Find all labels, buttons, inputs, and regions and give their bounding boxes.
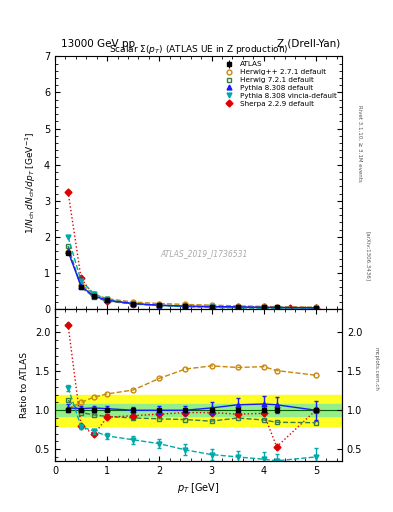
Herwig 7.2.1 default [105,298,110,304]
Herwig 7.2.1 default [314,305,318,311]
Line: Herwig 7.2.1 default: Herwig 7.2.1 default [66,244,318,310]
Herwig++ 2.7.1 default [131,299,136,305]
Herwig++ 2.7.1 default [66,249,70,255]
Herwig 7.2.1 default [131,301,136,307]
Bar [55,404,342,416]
Sherpa 2.2.9 default [209,304,214,310]
Pythia 8.308 default [314,305,318,311]
Herwig++ 2.7.1 default [209,302,214,308]
Sherpa 2.2.9 default [235,304,240,310]
Y-axis label: Ratio to ATLAS: Ratio to ATLAS [20,352,29,418]
Herwig 7.2.1 default [274,305,279,311]
Line: Sherpa 2.2.9 default: Sherpa 2.2.9 default [66,189,318,310]
Line: Herwig++ 2.7.1 default: Herwig++ 2.7.1 default [66,250,318,310]
Sherpa 2.2.9 default [79,275,83,282]
Title: Scalar $\Sigma(p_T)$ (ATLAS UE in Z production): Scalar $\Sigma(p_T)$ (ATLAS UE in Z prod… [109,43,288,56]
Herwig++ 2.7.1 default [183,302,188,308]
Line: Pythia 8.308 default: Pythia 8.308 default [66,249,318,310]
Pythia 8.308 default [157,302,162,308]
Sherpa 2.2.9 default [66,189,70,195]
Herwig 7.2.1 default [235,304,240,310]
Pythia 8.308 default [105,297,110,303]
Legend: ATLAS, Herwig++ 2.7.1 default, Herwig 7.2.1 default, Pythia 8.308 default, Pythi: ATLAS, Herwig++ 2.7.1 default, Herwig 7.… [220,60,338,108]
Herwig 7.2.1 default [79,284,83,290]
Herwig++ 2.7.1 default [261,303,266,309]
Pythia 8.308 vincia-default [131,301,136,307]
Herwig 7.2.1 default [183,303,188,309]
Herwig++ 2.7.1 default [314,304,318,310]
Pythia 8.308 vincia-default [79,278,83,284]
Pythia 8.308 default [209,304,214,310]
Text: [arXiv:1306.3436]: [arXiv:1306.3436] [365,231,371,281]
Text: mcplots.cern.ch: mcplots.cern.ch [373,347,378,391]
Herwig 7.2.1 default [66,243,70,249]
Pythia 8.308 default [66,248,70,254]
Pythia 8.308 vincia-default [105,296,110,303]
Text: Z (Drell-Yan): Z (Drell-Yan) [277,38,340,49]
Pythia 8.308 default [183,303,188,309]
Pythia 8.308 vincia-default [157,303,162,309]
Text: 13000 GeV pp: 13000 GeV pp [61,38,135,49]
Herwig++ 2.7.1 default [105,295,110,302]
Pythia 8.308 vincia-default [92,291,97,297]
Pythia 8.308 default [261,304,266,310]
Sherpa 2.2.9 default [105,297,110,304]
Herwig 7.2.1 default [157,303,162,309]
Sherpa 2.2.9 default [92,292,97,298]
Pythia 8.308 default [274,304,279,310]
Sherpa 2.2.9 default [183,303,188,309]
Herwig 7.2.1 default [261,305,266,311]
Herwig++ 2.7.1 default [157,301,162,307]
X-axis label: $p_T\;[\rm GeV]$: $p_T\;[\rm GeV]$ [177,481,220,495]
Pythia 8.308 default [131,301,136,307]
Y-axis label: $1/N_{\rm ch}\,dN_{\rm ch}/dp_T\;[\rm GeV^{-1}]$: $1/N_{\rm ch}\,dN_{\rm ch}/dp_T\;[\rm Ge… [24,132,39,234]
Pythia 8.308 vincia-default [235,305,240,311]
Sherpa 2.2.9 default [261,305,266,311]
Herwig++ 2.7.1 default [235,303,240,309]
Pythia 8.308 default [92,293,97,299]
Pythia 8.308 default [79,283,83,289]
Sherpa 2.2.9 default [287,305,292,311]
Bar [55,395,342,426]
Herwig++ 2.7.1 default [92,291,97,297]
Herwig 7.2.1 default [92,294,97,300]
Herwig++ 2.7.1 default [274,304,279,310]
Pythia 8.308 default [235,304,240,310]
Sherpa 2.2.9 default [314,305,318,311]
Sherpa 2.2.9 default [131,301,136,307]
Line: Pythia 8.308 vincia-default: Pythia 8.308 vincia-default [66,234,318,311]
Pythia 8.308 vincia-default [183,304,188,310]
Pythia 8.308 vincia-default [209,305,214,311]
Herwig++ 2.7.1 default [79,282,83,288]
Pythia 8.308 vincia-default [66,234,70,240]
Sherpa 2.2.9 default [157,302,162,308]
Text: Rivet 3.1.10, ≥ 3.1M events: Rivet 3.1.10, ≥ 3.1M events [358,105,363,182]
Pythia 8.308 vincia-default [261,305,266,311]
Text: ATLAS_2019_I1736531: ATLAS_2019_I1736531 [160,249,248,258]
Pythia 8.308 vincia-default [274,305,279,311]
Herwig 7.2.1 default [209,304,214,310]
Pythia 8.308 vincia-default [314,306,318,312]
